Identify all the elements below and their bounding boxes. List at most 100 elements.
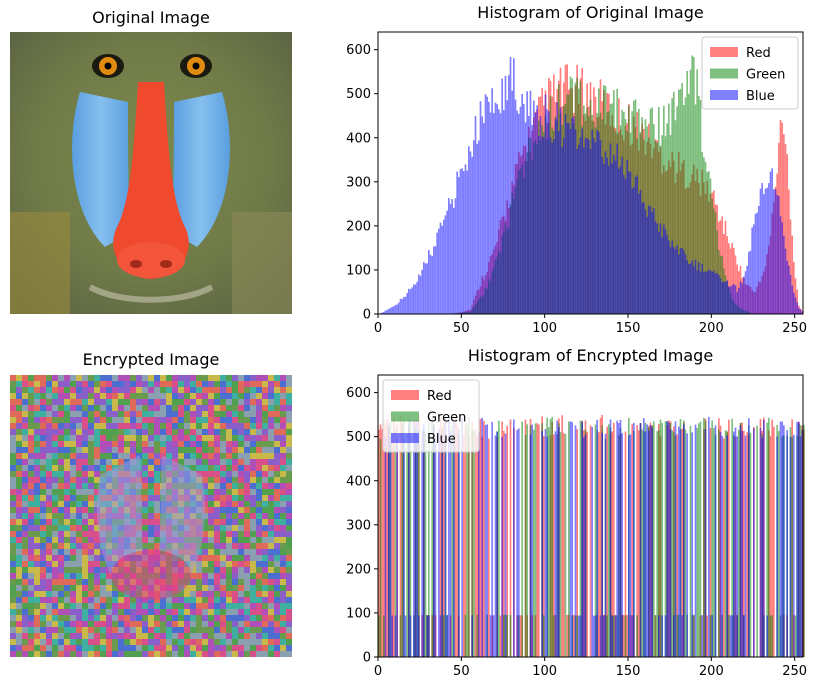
histogram-bar (561, 147, 563, 314)
histogram-bar (453, 207, 455, 314)
histogram-bar (778, 430, 780, 657)
histogram-bar (443, 615, 445, 657)
histogram-bar (719, 278, 722, 314)
histogram-bar (789, 436, 792, 657)
histogram-bar (723, 281, 725, 314)
histogram-bar (548, 111, 550, 314)
histogram-bar (481, 116, 483, 314)
histogram-bar (724, 430, 727, 657)
histogram-bar (679, 429, 682, 657)
histogram-bar (644, 431, 647, 657)
histogram-bar (669, 135, 672, 314)
histogram-bar (443, 422, 445, 657)
legend-swatch (710, 47, 738, 57)
histogram-bar (424, 263, 427, 314)
histogram-bar (661, 422, 663, 657)
histogram-bar (448, 198, 450, 314)
histogram-bar (596, 419, 598, 657)
histogram-bar (651, 212, 653, 314)
histogram-bar (683, 250, 685, 314)
histogram-bar (711, 198, 713, 314)
histogram-bar (488, 438, 490, 657)
histogram-bar (758, 205, 760, 314)
histogram-bar (554, 431, 557, 657)
histogram-bar (491, 88, 493, 315)
histogram-bar (744, 435, 747, 657)
histogram-bar (408, 418, 410, 657)
histogram-bar (726, 236, 728, 314)
histogram-bar (591, 427, 593, 657)
histogram-bar (761, 183, 763, 314)
histogram-bar (776, 194, 778, 314)
histogram-bar (663, 105, 665, 314)
histogram-bar (721, 435, 723, 657)
y-tick-label: 300 (346, 518, 371, 533)
histogram-bar (668, 422, 670, 657)
histogram-bar (783, 134, 785, 314)
histogram-bar (701, 151, 703, 314)
histogram-bar (794, 278, 797, 314)
histogram-bar (561, 415, 563, 657)
histogram-bar (493, 615, 495, 657)
histogram-bar (589, 149, 592, 314)
histogram-bar (498, 109, 500, 314)
histogram-bar (409, 420, 412, 657)
histogram-bar (629, 434, 632, 657)
histogram-bar (413, 284, 415, 314)
histogram-bar (464, 424, 467, 657)
x-tick-label: 50 (453, 664, 470, 679)
histogram-bar (686, 433, 688, 657)
legend-swatch (710, 68, 738, 79)
histogram-bar (566, 123, 568, 314)
histogram-bar (661, 135, 663, 314)
histogram-bar (798, 307, 800, 314)
histogram-bar (608, 424, 610, 657)
histogram-bar (583, 147, 585, 314)
histogram-bar (709, 614, 712, 657)
histogram-bar (381, 312, 383, 314)
histogram-bar (793, 292, 795, 314)
histogram-bar (761, 437, 763, 657)
histogram-bar (756, 212, 758, 314)
histogram-bar (728, 243, 730, 314)
histogram-bar (694, 104, 697, 314)
histogram-bar (568, 123, 570, 314)
histogram-bar (564, 114, 567, 314)
histogram-bar (579, 137, 582, 314)
histogram-bar (689, 263, 692, 314)
histogram-bar (519, 615, 522, 657)
histogram-bar (428, 250, 430, 314)
histogram-bar (788, 265, 790, 314)
histogram-bar (734, 255, 737, 314)
encrypted-image-title: Encrypted Image (82, 350, 220, 369)
histogram-bar (611, 163, 613, 314)
legend-label: Green (427, 411, 466, 426)
histogram-bar (729, 248, 732, 314)
histogram-bar (406, 293, 408, 314)
histogram-bar (489, 615, 492, 657)
histogram-bar (566, 614, 568, 657)
histogram-bar (631, 188, 633, 314)
histogram-bar (719, 432, 722, 657)
histogram-bar (769, 436, 772, 657)
histogram-bar (546, 436, 548, 657)
histogram-bar (649, 206, 652, 314)
histogram-bar (686, 70, 688, 315)
legend-label: Green (746, 68, 785, 83)
histogram-bar (418, 428, 420, 657)
histogram-bar (543, 615, 545, 657)
histogram-bar (599, 615, 602, 657)
histogram-bar (559, 107, 562, 314)
histogram-bar (794, 615, 797, 657)
histogram-bar (388, 426, 390, 657)
histogram-bar (699, 271, 702, 314)
histogram-bar (589, 425, 592, 657)
histogram-bar (706, 615, 708, 657)
histogram-bar (629, 171, 632, 314)
histogram-bar (748, 251, 750, 314)
histogram-bar (541, 430, 543, 657)
histogram-bar (521, 94, 523, 314)
histogram-bar (529, 434, 532, 657)
histogram-bar (801, 311, 803, 314)
histogram-bar (778, 196, 780, 314)
